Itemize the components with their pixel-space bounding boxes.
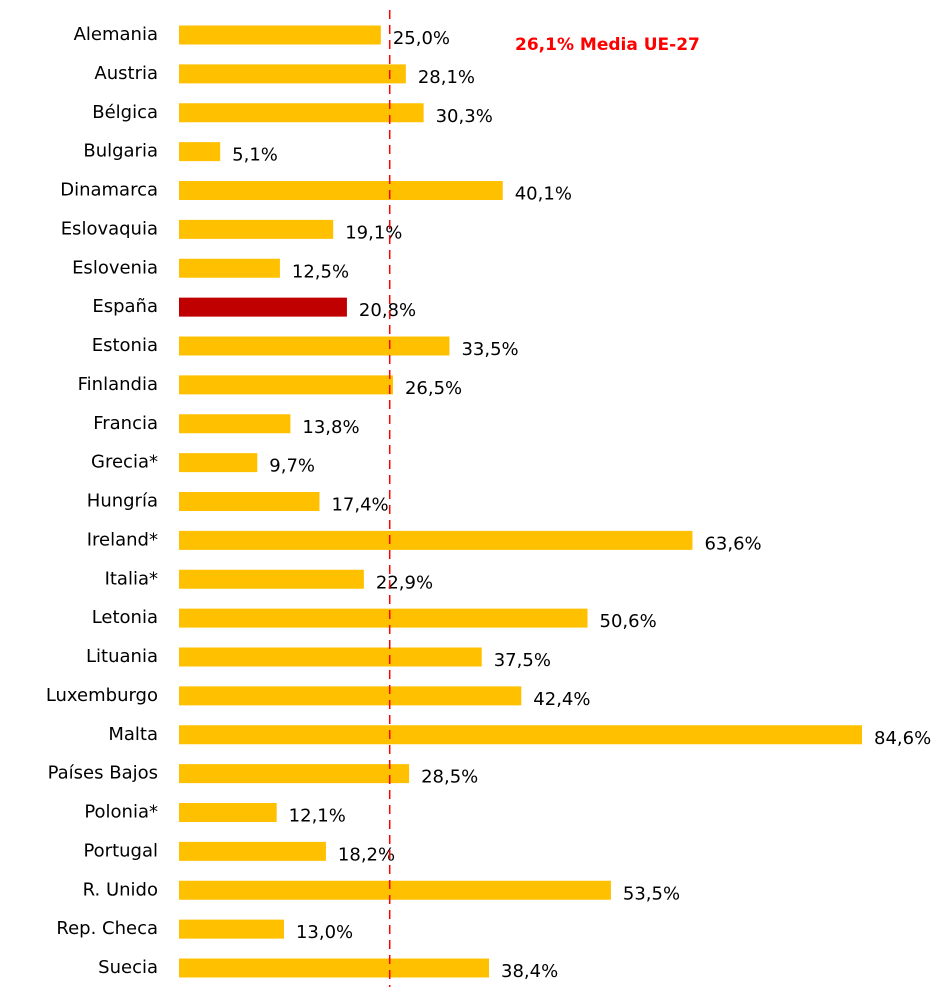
category-label: Portugal [83,840,158,861]
category-label: Estonia [92,335,158,356]
category-label: Eslovaquia [61,218,158,239]
bar [179,492,320,511]
value-label: 50,6% [600,611,657,632]
value-label: 53,5% [623,883,680,904]
bar [179,919,284,939]
category-label: Ireland* [87,529,158,550]
value-label: 37,5% [494,650,551,671]
value-label: 19,1% [345,222,402,243]
category-label: Dinamarca [60,180,158,201]
bar [179,841,326,861]
value-label: 13,8% [302,417,359,438]
value-label: 12,1% [289,806,346,827]
category-label: Países Bajos [48,763,158,784]
bar [179,258,280,278]
bar [179,647,482,667]
category-label: Hungría [87,491,158,512]
bar [179,880,611,900]
category-label: Bulgaria [83,141,158,162]
bar [179,453,258,473]
category-label: Austria [94,63,158,84]
category-label: Lituania [86,646,158,667]
value-label: 33,5% [461,339,518,360]
bar [179,375,393,395]
bar [179,25,381,45]
category-label: Luxemburgo [46,685,158,706]
bar [179,64,406,84]
category-label: Eslovenia [72,257,158,278]
value-label: 38,4% [501,961,558,982]
category-label: Francia [93,413,158,434]
value-label: 12,5% [292,261,349,282]
value-label: 20,8% [359,300,416,321]
bar [179,219,334,239]
category-label: Italia* [105,568,158,589]
bar [179,530,693,550]
bar [179,569,364,589]
value-label: 5,1% [232,145,278,166]
bar [179,725,862,745]
value-label: 40,1% [515,184,572,205]
category-label: Suecia [98,957,158,978]
bar [179,336,450,356]
category-label: R. Unido [83,879,158,900]
value-label: 26,5% [405,378,462,399]
value-label: 30,3% [436,106,493,127]
bar [179,297,347,317]
value-label: 28,1% [418,67,475,88]
value-label: 22,9% [376,572,433,593]
value-label: 84,6% [874,728,931,749]
category-label: España [92,296,158,317]
category-label: Finlandia [78,374,158,395]
value-label: 9,7% [269,456,315,477]
value-label: 13,0% [296,922,353,943]
value-label: 42,4% [533,689,590,710]
value-label: 17,4% [331,495,388,516]
bar [179,142,221,162]
bar [179,958,490,978]
bar [179,803,277,822]
category-label: Letonia [92,607,158,628]
value-label: 28,5% [421,767,478,788]
bar [179,103,424,123]
bar [179,608,588,628]
category-label: Polonia* [84,802,158,823]
mean-annotation: 26,1% Media UE-27 [515,35,700,55]
value-label: 18,2% [338,844,395,865]
value-label: 63,6% [704,533,761,554]
value-label: 25,0% [393,28,450,49]
bar [179,764,410,784]
category-label: Rep. Checa [56,918,158,939]
bar [179,181,503,200]
category-label: Grecia* [91,452,158,473]
bar [179,414,291,434]
category-label: Alemania [74,24,158,45]
bar [179,686,522,706]
category-label: Malta [108,724,158,745]
category-label: Bélgica [92,102,158,123]
